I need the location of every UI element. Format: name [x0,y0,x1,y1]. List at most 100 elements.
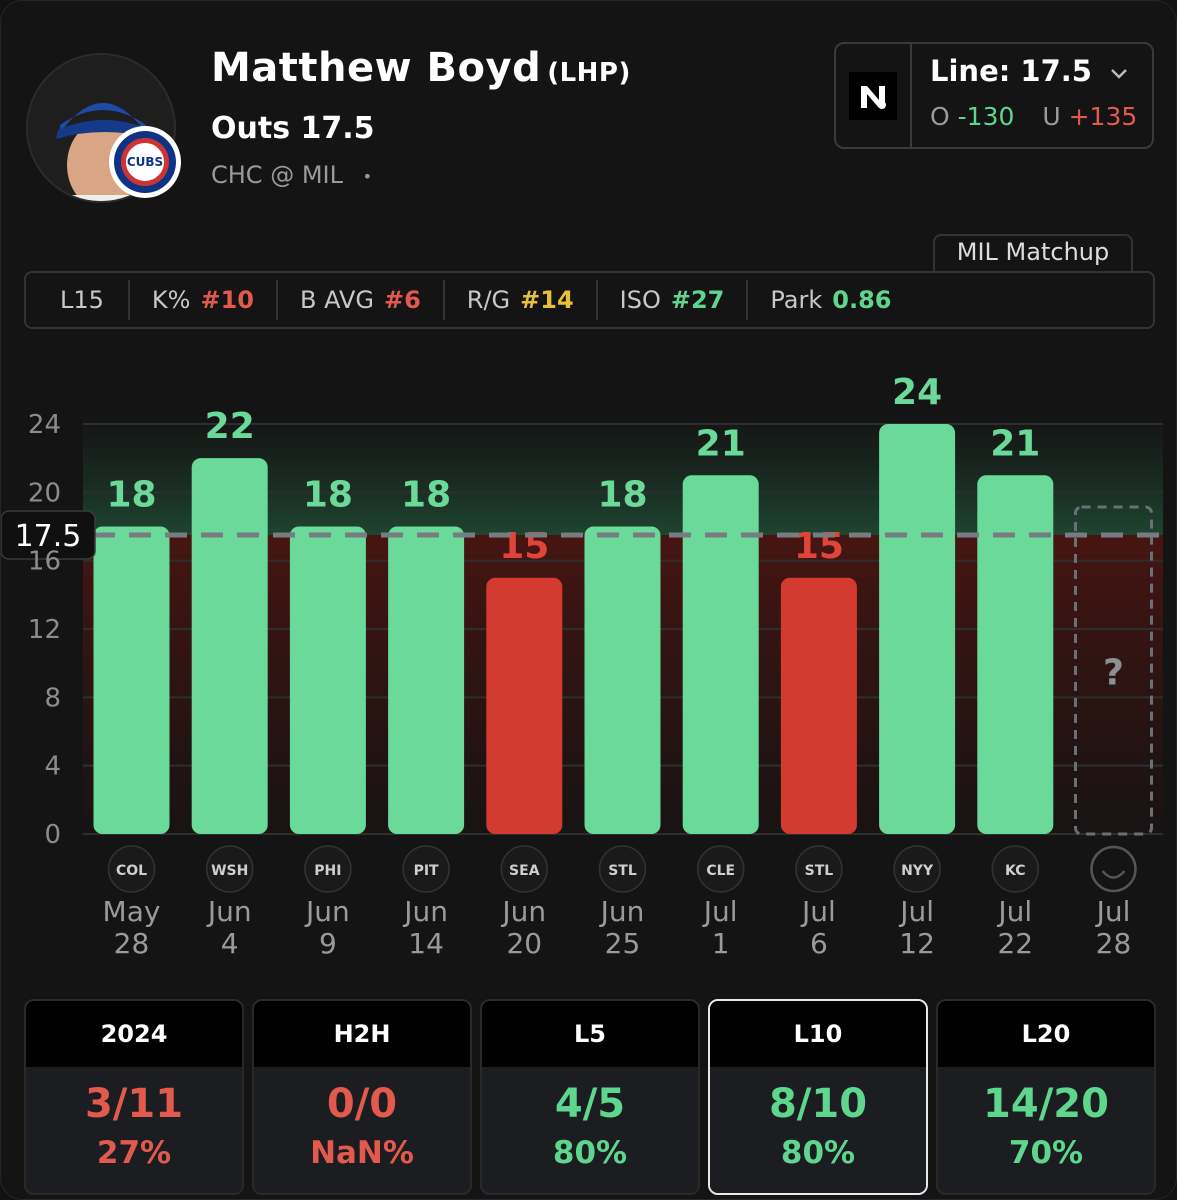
opponent-logo-icon: CLE [696,845,745,893]
bar-value-label: 15 [499,526,549,567]
x-date-day: 4 [221,927,239,960]
bar-value-label: 24 [892,372,942,413]
split-percent: 27% [96,1135,172,1171]
bar-value-label: 18 [106,475,156,516]
chevron-down-icon[interactable] [1108,62,1130,84]
opponent-logo-icon: STL [795,845,843,893]
split-percent: 80% [552,1135,628,1171]
player-name-text: Matthew Boyd [211,45,542,91]
bar [93,526,170,834]
player-name: Matthew Boyd (LHP) [211,45,631,91]
bar [486,577,563,834]
opponent-abbr: STL [608,863,637,879]
opponent-logo-circle [598,845,647,893]
game-matchup: CHC @ MIL • [211,161,373,189]
under-odds: +135 [1068,102,1138,131]
stat-b-avg: B AVG #6 [278,280,445,320]
bar [780,577,857,834]
opponent-logo-icon: NYY [893,845,941,893]
x-date-day: 9 [319,927,337,960]
split-l10[interactable]: L10 8/10 80% [708,999,928,1195]
x-date-month: Jul [1095,895,1131,928]
stat-park: Park 0.86 [770,286,892,314]
stat-window[interactable]: L15 [26,280,130,320]
split-percent: NaN% [310,1135,414,1171]
x-date-month: Jul [800,895,836,928]
tab-matchup[interactable]: MIL Matchup [933,234,1133,272]
y-tick-label: 20 [28,478,61,508]
matchup-stats-bar: L15 K% #10 B AVG #6 R/G #14 ISO #27 Park 0.86 [24,271,1155,329]
sportsbook-icon [861,85,886,109]
outs-bar-chart: 18 22 18 18 15 18 21 15 24 21? 17.5 0 4 8 12 16 20 24 C… [0,351,1177,971]
bar [879,424,956,834]
smiley-mouth [1101,870,1126,879]
split-l5[interactable]: L5 4/5 80% [480,999,700,1195]
split-percent: 70% [1008,1135,1084,1171]
opponent-logo-icon: SEA [500,845,549,893]
opponent-abbr: KC [1005,863,1026,879]
bar [388,526,465,834]
x-date-month: Jun [206,895,252,928]
opponent-logo-circle [795,845,843,893]
opponent-abbr: CLE [706,863,735,879]
opponent-logo-circle [991,845,1040,893]
split-fraction: 8/10 [768,1081,868,1127]
bar [191,458,268,834]
split-percent: 80% [780,1135,856,1171]
opponent-logo-circle [696,845,745,893]
split-l20[interactable]: L20 14/20 70% [936,999,1156,1195]
x-date-day: 1 [712,927,730,960]
y-tick-label: 8 [44,683,61,713]
x-date-day: 6 [810,927,828,960]
split-fraction: 3/11 [84,1081,184,1127]
x-date-month: Jul [996,895,1032,928]
opponent-logo-circle [402,845,450,893]
separator-dot: • [362,166,373,186]
bar-value-label: 22 [205,406,255,447]
opponent-abbr: PHI [314,863,341,879]
split-2024[interactable]: 2024 3/11 27% [24,999,244,1195]
y-tick-label: 16 [28,547,61,577]
split-fraction: 0/0 [326,1081,398,1127]
prop-line-label: 17.5 [15,519,82,554]
pending-bar [1074,505,1153,836]
x-date-month: Jul [702,895,738,928]
line-selector[interactable]: Line: 17.5 O -130 U +135 [834,42,1154,149]
bar [682,475,759,834]
y-tick-label: 4 [44,752,61,782]
opponent-logo-circle [893,845,941,893]
split-h2h[interactable]: H2H 0/0 NaN% [252,999,472,1195]
opponent-logo-circle [205,845,254,893]
opponent-abbr: STL [805,863,834,879]
opponent-abbr: COL [116,863,147,879]
x-date-day: 25 [605,927,641,960]
split-fraction: 4/5 [554,1081,626,1127]
y-tick-label: 12 [28,615,61,645]
x-date-day: 28 [114,927,150,960]
bar-value-label: 21 [990,423,1040,464]
bar [977,475,1054,834]
opponent-abbr: WSH [211,863,248,879]
prop-title: Outs 17.5 [211,111,375,146]
bar-value-label: 18 [597,475,647,516]
stat-k-pct: K% #10 [130,280,278,320]
x-date-day: 22 [997,927,1033,960]
opponent-logo-icon: COL [107,845,156,893]
opponent-logo-icon: KC [991,845,1040,893]
opponent-logo-icon: WSH [205,845,254,893]
bar [584,526,661,834]
bar-value-label: 15 [794,526,844,567]
opponent-abbr: SEA [509,863,540,879]
x-date-month: Jun [402,895,448,928]
y-tick-label: 24 [28,410,61,440]
over-odds: -130 [957,102,1015,131]
x-date-day: 20 [506,927,542,960]
x-date-day: 28 [1096,927,1132,960]
pending-bar-label: ? [1103,653,1124,694]
team-logo: CUBS [109,126,181,198]
x-date-month: Jun [500,895,546,928]
opponent-logo-icon: PHI [304,845,352,893]
line-value: Line: 17.5 [930,54,1092,88]
